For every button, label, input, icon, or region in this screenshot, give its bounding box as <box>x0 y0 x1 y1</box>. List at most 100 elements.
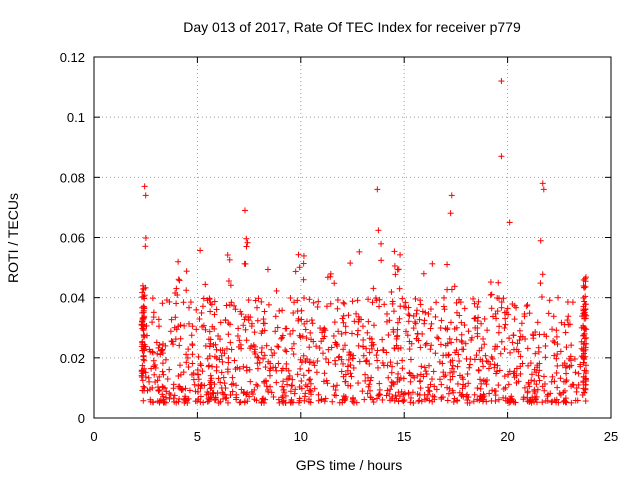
data-point <box>298 377 305 384</box>
data-point <box>167 391 174 398</box>
data-point <box>441 306 448 313</box>
data-point <box>339 360 346 367</box>
grid-lines <box>94 57 611 418</box>
data-point <box>279 394 286 401</box>
x-tick-label: 20 <box>500 429 514 444</box>
data-point <box>480 335 487 342</box>
data-point <box>366 381 373 388</box>
data-point <box>404 332 411 339</box>
data-point <box>156 387 163 394</box>
data-point <box>279 332 286 339</box>
data-point <box>323 303 330 310</box>
data-point <box>495 279 502 286</box>
data-point <box>159 300 166 307</box>
data-point <box>501 325 508 332</box>
data-point <box>416 397 423 404</box>
data-point <box>213 306 220 313</box>
data-point <box>141 292 148 299</box>
data-point <box>489 355 496 362</box>
data-point <box>572 369 579 376</box>
data-point <box>200 295 207 302</box>
data-point <box>483 398 490 405</box>
data-point <box>332 361 339 368</box>
data-point <box>556 390 563 397</box>
data-point <box>384 310 391 317</box>
data-point <box>332 387 339 394</box>
data-point <box>141 332 148 339</box>
data-point <box>551 352 558 359</box>
data-point <box>374 364 381 371</box>
data-point <box>166 366 173 373</box>
data-point <box>261 352 268 359</box>
data-point <box>303 318 310 325</box>
data-point <box>234 332 241 339</box>
data-point <box>527 360 534 367</box>
data-point <box>307 387 314 394</box>
data-point <box>374 186 381 193</box>
data-point <box>431 396 438 403</box>
data-point <box>547 390 554 397</box>
data-point <box>575 370 582 377</box>
data-point <box>369 345 376 352</box>
data-point <box>248 320 255 327</box>
data-point <box>298 359 305 366</box>
data-point <box>213 346 220 353</box>
data-point <box>349 395 356 402</box>
data-point <box>149 349 156 356</box>
data-point <box>156 398 163 405</box>
data-point <box>408 356 415 363</box>
data-point <box>362 371 369 378</box>
data-point <box>252 346 259 353</box>
data-point <box>230 380 237 387</box>
data-point <box>521 310 528 317</box>
data-point <box>525 362 532 369</box>
data-point <box>321 333 328 340</box>
data-point <box>290 340 297 347</box>
data-point <box>290 351 297 358</box>
data-point <box>300 260 307 267</box>
data-point <box>417 344 424 351</box>
data-point <box>305 398 312 405</box>
data-point <box>166 395 173 402</box>
data-point <box>139 347 146 354</box>
data-point <box>394 266 401 273</box>
data-point <box>260 316 267 323</box>
data-point <box>363 357 370 364</box>
data-point <box>304 356 311 363</box>
data-point <box>568 399 575 406</box>
data-point <box>141 304 148 311</box>
data-point <box>519 360 526 367</box>
data-point <box>449 373 456 380</box>
data-point <box>540 373 547 380</box>
data-point <box>481 315 488 322</box>
data-point <box>376 303 383 310</box>
data-point <box>475 298 482 305</box>
data-point <box>336 353 343 360</box>
data-point <box>533 381 540 388</box>
data-point <box>535 344 542 351</box>
data-point <box>405 311 412 318</box>
data-point <box>448 192 455 199</box>
data-point <box>409 389 416 396</box>
data-point <box>322 327 329 334</box>
data-point <box>539 180 546 187</box>
data-point <box>407 372 414 379</box>
data-point <box>285 367 292 374</box>
x-tick-label: 5 <box>194 429 201 444</box>
data-point <box>198 382 205 389</box>
data-point <box>445 351 452 358</box>
data-point <box>310 359 317 366</box>
data-point <box>140 345 147 352</box>
data-point <box>554 384 561 391</box>
data-point <box>223 394 230 401</box>
data-point <box>297 365 304 372</box>
data-point <box>242 314 249 321</box>
data-point <box>196 315 203 322</box>
data-point <box>338 356 345 363</box>
data-point <box>455 351 462 358</box>
data-point <box>342 329 349 336</box>
data-point <box>447 210 454 217</box>
data-point <box>458 337 465 344</box>
data-point <box>459 339 466 346</box>
data-point <box>197 393 204 400</box>
